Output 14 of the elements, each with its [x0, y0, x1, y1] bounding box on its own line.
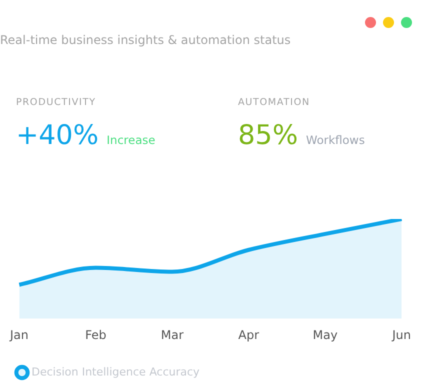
legend-label: Decision Intelligence Accuracy — [32, 365, 200, 378]
x-tick-label: Mar — [160, 328, 184, 342]
chart-subtitle: Real-time business insights & automation status — [0, 33, 291, 47]
text: 85% — [238, 120, 298, 151]
text: AUTOMATION — [238, 97, 311, 108]
text: Workflows — [306, 133, 365, 147]
text: +40% — [16, 120, 99, 151]
x-tick-label: Feb — [85, 328, 106, 342]
x-tick-label: Jun — [391, 328, 411, 342]
x-tick-label: Apr — [238, 328, 260, 342]
x-tick-label: Jan — [9, 328, 28, 342]
text: Increase — [106, 133, 156, 147]
x-tick-label: May — [312, 328, 338, 342]
text: PRODUCTIVITY — [16, 97, 97, 108]
